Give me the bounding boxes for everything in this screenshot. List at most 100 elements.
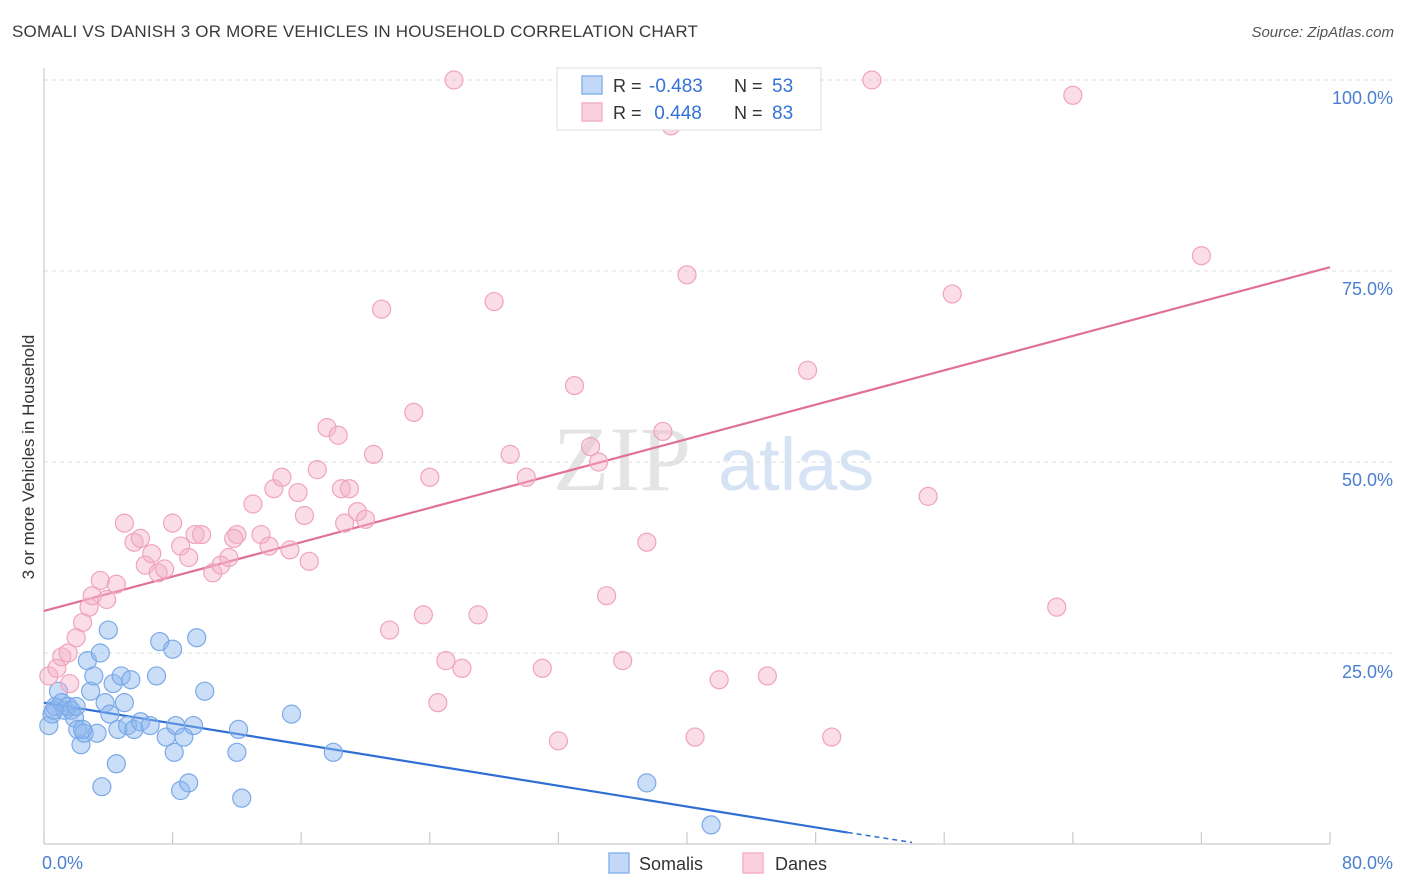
- y-tick-label-25: 25.0%: [1342, 662, 1393, 682]
- danes-point: [468, 605, 488, 625]
- somalis-point: [183, 715, 204, 736]
- bottom-legend-label-danes: Danes: [775, 854, 827, 874]
- danes-point: [79, 597, 99, 617]
- danes-point: [307, 460, 327, 480]
- x-tick-label-max: 80.0%: [1342, 853, 1393, 873]
- somalis-point: [39, 715, 59, 736]
- danes-point: [653, 421, 673, 442]
- danes-point: [47, 658, 67, 678]
- somalis-point: [179, 773, 199, 793]
- somalis-point: [187, 628, 207, 648]
- danes-trend-line: [43, 266, 1331, 613]
- y-tick-label-50: 50.0%: [1342, 470, 1393, 490]
- data-points: [39, 70, 1212, 835]
- legend-n-label-1: N =: [734, 76, 763, 96]
- danes-point: [413, 605, 433, 625]
- danes-point: [272, 467, 292, 487]
- danes-point: [371, 299, 392, 319]
- somalis-point: [95, 693, 115, 713]
- axes: [43, 68, 1331, 845]
- y-tick-label-100: 100.0%: [1332, 88, 1393, 108]
- somalis-point: [323, 742, 343, 762]
- danes-point: [548, 731, 569, 751]
- danes-point: [1191, 246, 1212, 266]
- legend-n-value-2: 83: [772, 103, 793, 124]
- danes-point: [219, 547, 239, 568]
- danes-point: [347, 502, 368, 522]
- somalis-point: [140, 715, 160, 736]
- danes-point: [862, 70, 882, 90]
- somalis-point: [130, 712, 151, 732]
- bottom-legend-swatch-danes: [742, 852, 764, 874]
- somalis-point: [164, 742, 184, 762]
- somalis-point: [637, 773, 657, 793]
- danes-point: [191, 524, 212, 545]
- danes-point: [822, 727, 842, 747]
- somalis-point: [44, 700, 64, 720]
- danes-point: [331, 479, 351, 499]
- somalis-point: [90, 643, 110, 663]
- danes-point: [185, 524, 205, 545]
- danes-point: [259, 536, 279, 556]
- x-tick-label-min: 0.0%: [42, 853, 83, 873]
- danes-point: [142, 544, 162, 564]
- danes-point: [709, 670, 729, 690]
- danes-point: [114, 513, 134, 533]
- somalis-point: [146, 666, 167, 686]
- somalis-point: [84, 666, 104, 686]
- danes-point: [484, 291, 504, 312]
- danes-point: [82, 586, 102, 606]
- danes-point: [211, 555, 231, 575]
- danes-point: [288, 482, 308, 503]
- somalis-point: [81, 681, 101, 701]
- legend-r-value-1: -0.483: [649, 76, 703, 97]
- somalis-point: [114, 693, 134, 713]
- danes-point: [224, 528, 244, 549]
- danes-point: [294, 505, 315, 526]
- danes-point: [516, 467, 536, 487]
- danes-point: [171, 536, 191, 556]
- danes-point: [613, 651, 633, 671]
- danes-point: [1047, 597, 1067, 617]
- legend-r-label-1: R =: [613, 76, 642, 96]
- chart-title: SOMALI VS DANISH 3 OR MORE VEHICLES IN H…: [12, 22, 699, 41]
- danes-point: [251, 524, 271, 545]
- danes-point: [264, 479, 284, 499]
- danes-point: [203, 563, 223, 583]
- danes-point: [452, 658, 472, 678]
- watermark-atlas: atlas: [718, 423, 874, 506]
- somalis-point: [48, 681, 69, 701]
- danes-point: [532, 658, 552, 678]
- somalis-point: [281, 704, 302, 724]
- danes-point: [757, 666, 777, 686]
- danes-point: [154, 559, 175, 579]
- danes-point: [677, 265, 697, 285]
- bottom-legend-swatch-somalis: [608, 852, 630, 874]
- tick-labels: 25.0% 50.0% 75.0% 100.0% 0.0% 80.0%: [42, 88, 1393, 873]
- danes-point: [588, 452, 609, 472]
- somalis-point: [124, 719, 144, 740]
- somalis-point: [92, 777, 112, 797]
- somalis-point: [106, 754, 126, 774]
- danes-point: [597, 586, 617, 606]
- watermark-zip: ZIP: [553, 408, 691, 510]
- legend-r-label-2: R =: [613, 103, 642, 123]
- danes-point: [179, 547, 199, 568]
- danes-point: [685, 727, 705, 747]
- danes-point: [243, 494, 263, 514]
- somalis-point: [108, 719, 128, 740]
- legend-r-value-2: 0.448: [649, 103, 702, 124]
- somalis-point: [87, 723, 107, 743]
- somalis-point: [232, 788, 252, 808]
- trend-lines: [43, 266, 1331, 844]
- y-tick-label-75: 75.0%: [1342, 279, 1393, 299]
- somalis-trend-extension: [847, 831, 913, 844]
- danes-point: [1063, 85, 1083, 105]
- top-legend: R = -0.483 N = 53 R = 0.448 N = 83: [556, 67, 822, 131]
- somalis-point: [121, 670, 141, 690]
- y-axis-label: 3 or more Vehicles in Household: [19, 335, 38, 580]
- bottom-legend-label-somalis: Somalis: [639, 854, 703, 874]
- danes-point: [106, 574, 126, 594]
- danes-point: [39, 666, 59, 686]
